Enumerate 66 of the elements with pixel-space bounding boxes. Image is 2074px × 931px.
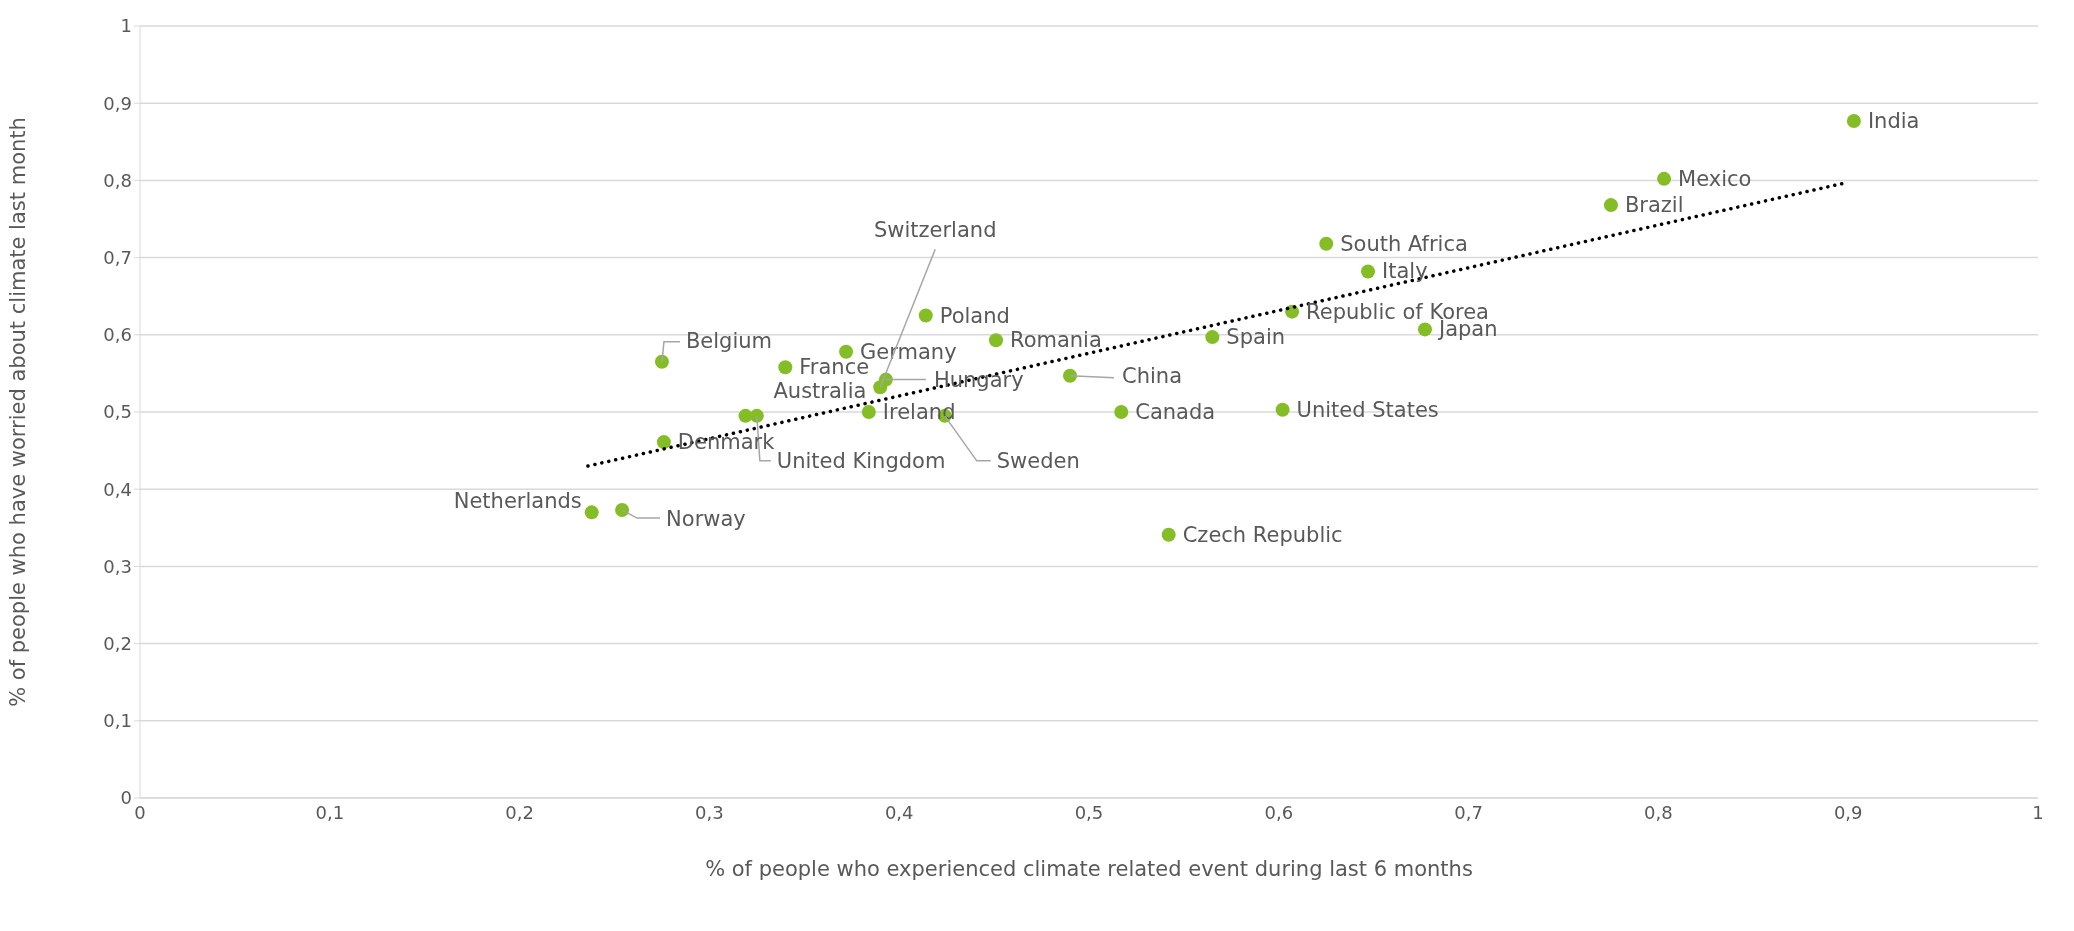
annotation: Italy [1382,259,1428,284]
annotation: Ireland [882,400,956,424]
x-tick-label: 0,1 [315,801,345,823]
point [749,408,764,423]
annotation: Mexico [1678,166,1752,191]
y-tick-label: 0,9 [103,92,132,114]
point [1657,171,1672,186]
annotation: China [1122,363,1183,388]
x-tick-label: 0 [134,801,146,823]
x-tick-label: 0,6 [1264,801,1294,823]
x-tick-label: 0,7 [1454,801,1483,823]
point [778,360,793,375]
x-tick-label: 1 [2032,801,2044,823]
annotation: Belgium [685,328,773,353]
point [1361,264,1376,279]
point [1603,198,1618,213]
point [1114,405,1129,419]
point [1063,368,1078,383]
annotation: Switzerland [873,218,997,243]
y-tick-label: 0,7 [103,246,132,268]
annotation: Australia [773,378,867,403]
point [1161,527,1176,542]
annotation: Brazil [1624,193,1684,218]
annotation: United States [1296,397,1439,422]
y-tick-label: 0,5 [103,401,132,423]
y-tick-label: 0,1 [103,710,132,732]
annotation: Norway [666,507,746,532]
annotation: Spain [1226,325,1286,350]
annotation: Czech Republic [1182,522,1343,547]
y-axis-title: % of people who have worried about climate last month [6,117,31,707]
y-tick-label: 0 [120,787,132,809]
x-tick-label: 0,4 [884,801,914,823]
annotation: India [1867,108,1920,133]
x-tick-label: 0,5 [1074,801,1104,823]
annotation: Netherlands [453,489,582,514]
annotation: South Africa [1340,231,1468,256]
annotation: Sweden [996,448,1080,473]
point [1846,113,1861,128]
point [1275,402,1290,417]
point [656,435,671,450]
point [861,405,876,419]
annotation: Canada [1135,400,1216,424]
x-tick-label: 0,8 [1644,801,1673,823]
y-tick-label: 0,8 [103,169,132,191]
point [615,503,630,518]
point [873,380,888,395]
y-tick-label: 0,6 [103,324,132,346]
annotation: United Kingdom [776,448,946,473]
point [584,505,599,520]
point [839,344,854,359]
y-tick-label: 0,4 [103,478,132,500]
annotation: Poland [939,303,1010,328]
y-tick-label: 1 [120,15,132,37]
x-axis-title: % of people who experienced climate related event during last 6 months [705,857,1473,881]
x-tick-label: 0,2 [505,801,534,823]
annotation: Romania [1010,328,1102,353]
point [1205,330,1220,345]
y-tick-label: 0,2 [103,632,132,654]
x-tick-label: 0,3 [695,801,724,823]
point [918,308,933,323]
y-tick-label: 0,3 [103,555,132,577]
point [989,333,1003,348]
point [1417,322,1432,337]
x-tick-label: 0,9 [1833,801,1863,823]
point [654,354,669,369]
point [1319,236,1334,251]
